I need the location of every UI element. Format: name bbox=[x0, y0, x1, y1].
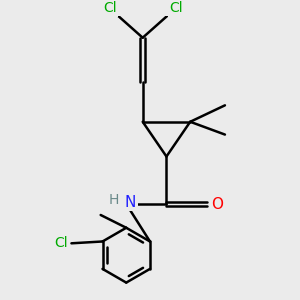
Text: Cl: Cl bbox=[103, 2, 117, 16]
Text: O: O bbox=[211, 196, 223, 211]
Text: Cl: Cl bbox=[54, 236, 68, 250]
Text: N: N bbox=[125, 195, 136, 210]
Text: H: H bbox=[108, 194, 118, 207]
Text: Cl: Cl bbox=[169, 2, 182, 16]
